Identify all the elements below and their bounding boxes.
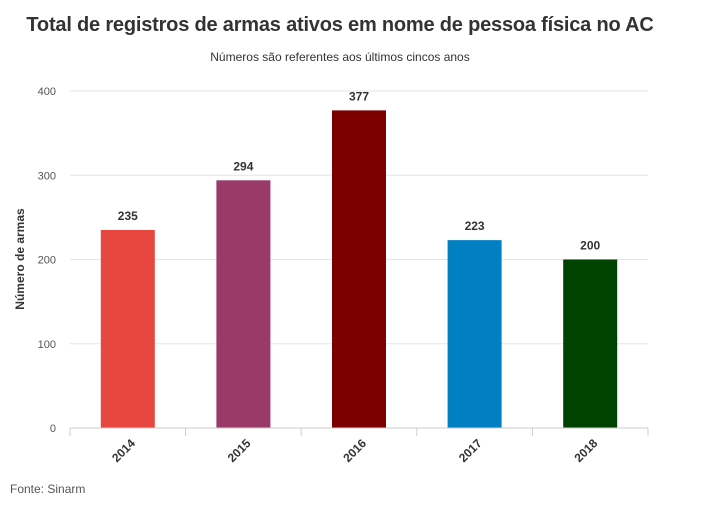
x-axis-ticks: 2014 2015 2016 2017 2018 xyxy=(69,428,649,465)
bars xyxy=(100,110,618,428)
x-tick-label-2016: 2016 xyxy=(340,436,369,465)
chart-subtitle: Números são referentes aos últimos cinco… xyxy=(210,50,470,64)
x-tick-label-2017: 2017 xyxy=(456,436,485,465)
bar-2015 xyxy=(216,180,271,428)
y-tick-label: 300 xyxy=(38,170,56,182)
bar-2018 xyxy=(563,259,618,428)
x-tick-label-2018: 2018 xyxy=(572,436,601,465)
y-tick-label: 0 xyxy=(50,423,56,435)
data-labels: 235 294 377 223 200 xyxy=(118,89,601,252)
x-tick-label-2015: 2015 xyxy=(225,436,254,465)
y-axis-ticks: 0 100 200 300 400 xyxy=(38,86,56,435)
y-axis-label: Número de armas xyxy=(13,208,27,310)
data-label-2014: 235 xyxy=(118,209,138,223)
data-label-2017: 223 xyxy=(465,219,485,233)
x-tick-label-2014: 2014 xyxy=(109,436,138,465)
chart-title: Total de registros de armas ativos em no… xyxy=(26,14,654,36)
data-label-2015: 294 xyxy=(233,159,253,173)
y-tick-label: 100 xyxy=(38,339,56,351)
bar-2014 xyxy=(100,230,155,428)
source-note: Fonte: Sinarm xyxy=(10,482,86,496)
y-tick-label: 200 xyxy=(38,255,56,267)
bar-2017 xyxy=(447,240,502,428)
data-label-2018: 200 xyxy=(580,239,600,253)
bar-2016 xyxy=(332,110,386,428)
data-label-2016: 377 xyxy=(349,89,369,103)
y-tick-label: 400 xyxy=(38,86,56,98)
